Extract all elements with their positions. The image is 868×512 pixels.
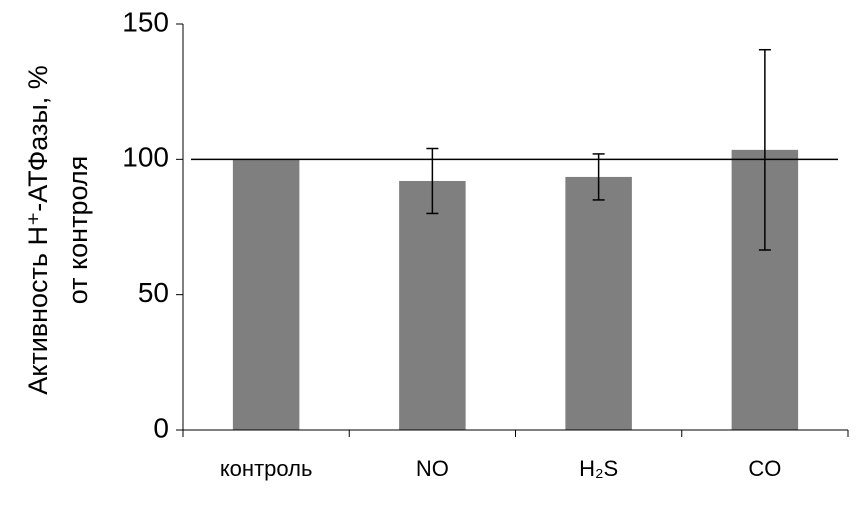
y-tick-label: 0	[153, 412, 169, 443]
y-axis-label: Активность H⁺-АТФазы, %	[23, 65, 53, 395]
error-bar	[426, 147, 439, 215]
error-bar	[592, 153, 605, 201]
x-tick-label: контроль	[220, 456, 313, 481]
bar	[232, 159, 300, 431]
x-tick-label: CO	[748, 456, 781, 481]
y-tick-label: 100	[122, 142, 169, 173]
y-axis-label: от контроля	[63, 156, 93, 305]
bar	[399, 180, 466, 430]
x-tick-label: H₂S	[579, 456, 618, 481]
error-bar	[758, 48, 771, 251]
y-tick-label: 50	[138, 277, 169, 308]
x-tick-label: NO	[416, 456, 449, 481]
bar	[565, 176, 632, 430]
y-tick-label: 150	[122, 6, 169, 37]
